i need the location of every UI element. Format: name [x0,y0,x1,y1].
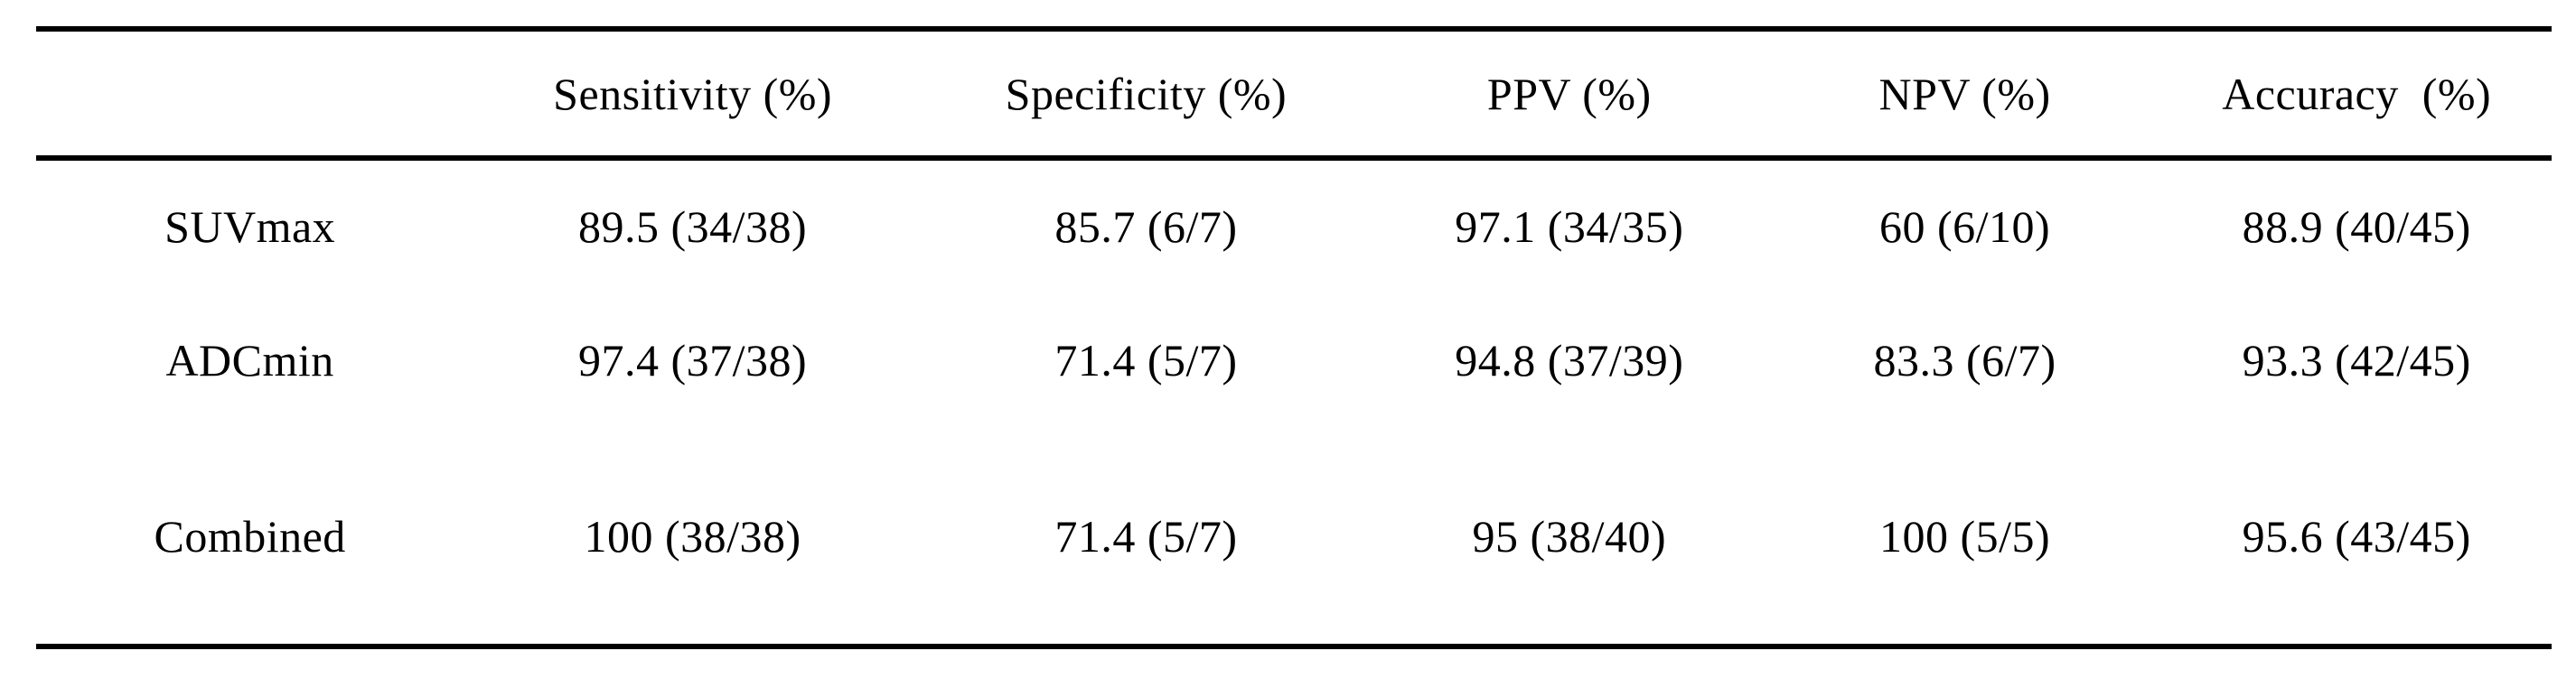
cell-suvmax-accuracy: 88.9 (40/45) [2242,201,2471,252]
cell-adcmin-sensitivity: 97.4 (37/38) [578,335,808,386]
col-header-specificity: Specificity (%) [1005,68,1288,119]
cell-suvmax-specificity: 85.7 (6/7) [1054,201,1238,252]
cell-adcmin-specificity: 71.4 (5/7) [1054,335,1238,386]
header-row: Sensitivity (%) Specificity (%) PPV (%) … [36,29,2552,158]
cell-adcmin-npv: 83.3 (6/7) [1873,335,2056,386]
row-label-adcmin: ADCmin [165,335,334,386]
cell-combined-accuracy: 95.6 (43/45) [2242,510,2471,562]
table-row-suvmax: SUVmax 89.5 (34/38) 85.7 (6/7) 97.1 (34/… [36,158,2552,293]
corner-cell [36,29,464,158]
cell-combined-npv: 100 (5/5) [1878,510,2051,562]
diagnostic-performance-table: Sensitivity (%) Specificity (%) PPV (%) … [36,26,2552,649]
col-header-ppv: PPV (%) [1486,68,1652,119]
table-row-adcmin: ADCmin 97.4 (37/38) 71.4 (5/7) 94.8 (37/… [36,293,2552,428]
row-label-combined: Combined [154,510,346,562]
cell-adcmin-ppv: 94.8 (37/39) [1455,335,1684,386]
cell-suvmax-npv: 60 (6/10) [1878,201,2051,252]
row-label-suvmax: SUVmax [164,201,336,252]
paper-table-figure: Sensitivity (%) Specificity (%) PPV (%) … [36,26,2552,649]
col-header-npv: NPV (%) [1878,68,2051,119]
cell-adcmin-accuracy: 93.3 (42/45) [2242,335,2471,386]
col-header-accuracy: Accuracy (%) [2222,68,2492,119]
table-row-combined: Combined 100 (38/38) 71.4 (5/7) 95 (38/4… [36,428,2552,646]
cell-combined-specificity: 71.4 (5/7) [1054,510,1238,562]
cell-combined-sensitivity: 100 (38/38) [584,510,801,562]
cell-suvmax-ppv: 97.1 (34/35) [1455,201,1684,252]
cell-combined-ppv: 95 (38/40) [1472,510,1667,562]
col-header-sensitivity: Sensitivity (%) [553,68,833,119]
cell-suvmax-sensitivity: 89.5 (34/38) [578,201,808,252]
